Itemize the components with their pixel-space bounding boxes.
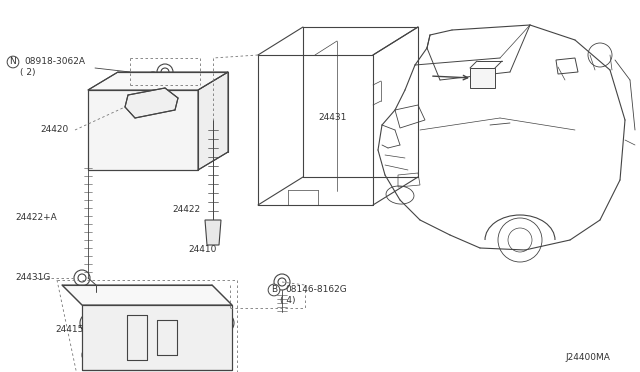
Text: ( 2): ( 2) bbox=[20, 68, 35, 77]
Text: 24420: 24420 bbox=[40, 125, 68, 135]
Text: 08918-3062A: 08918-3062A bbox=[24, 58, 85, 67]
Text: 24422+A: 24422+A bbox=[15, 214, 57, 222]
Text: 24422: 24422 bbox=[172, 205, 200, 215]
Circle shape bbox=[178, 84, 186, 92]
Polygon shape bbox=[82, 305, 232, 370]
Polygon shape bbox=[125, 88, 178, 118]
Text: J24400MA: J24400MA bbox=[565, 353, 610, 362]
Text: 24415: 24415 bbox=[55, 326, 83, 334]
Polygon shape bbox=[88, 72, 228, 90]
Text: N: N bbox=[10, 58, 17, 67]
Polygon shape bbox=[88, 90, 198, 170]
Circle shape bbox=[150, 75, 156, 81]
Text: B: B bbox=[271, 285, 277, 295]
Polygon shape bbox=[198, 72, 228, 170]
Text: ( 4): ( 4) bbox=[280, 296, 296, 305]
Circle shape bbox=[121, 103, 129, 111]
Polygon shape bbox=[205, 220, 221, 245]
Text: 08146-8162G: 08146-8162G bbox=[285, 285, 347, 295]
Text: 24410: 24410 bbox=[188, 246, 216, 254]
Text: 24431G: 24431G bbox=[15, 273, 51, 282]
Text: 24431: 24431 bbox=[318, 113, 346, 122]
Polygon shape bbox=[470, 68, 495, 88]
Polygon shape bbox=[62, 285, 232, 305]
Circle shape bbox=[110, 81, 116, 87]
